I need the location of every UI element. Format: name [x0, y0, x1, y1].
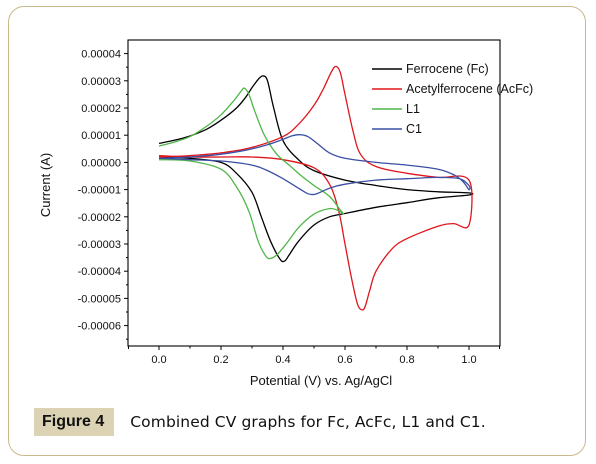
series-layer — [158, 65, 474, 311]
figure-frame — [8, 6, 586, 456]
y-tick-label: -0.00004 — [78, 266, 121, 278]
y-tick-label: -0.00005 — [78, 293, 121, 305]
figure-label: Figure 4 — [34, 408, 115, 436]
y-tick-label: 0.00000 — [81, 157, 121, 169]
x-tick-label: 0.6 — [337, 354, 352, 366]
legend-label-4: C1 — [406, 122, 422, 136]
series-line-1 — [158, 75, 474, 263]
y-tick-label: -0.00002 — [78, 212, 121, 224]
x-tick-label: 0.8 — [399, 354, 414, 366]
legend-label-1: Ferrocene (Fc) — [406, 62, 489, 76]
legend-label-3: L1 — [406, 102, 420, 116]
x-axis-label: Potential (V) vs. Ag/AgCl — [250, 373, 392, 388]
legend: Ferrocene (Fc) Acetylferrocene (AcFc) L1 C1 — [372, 62, 533, 136]
figure-caption-text: Combined CV graphs for Fc, AcFc, L1 and … — [130, 413, 486, 431]
legend-label-2: Acetylferrocene (AcFc) — [406, 82, 533, 96]
y-axis-label: Current (A) — [38, 153, 53, 217]
series-line-2 — [158, 65, 473, 311]
x-tick-label: 1.0 — [461, 354, 476, 366]
y-tick-label: 0.00003 — [81, 76, 121, 88]
axes: 0.00004 0.00003 0.00002 0.00001 0.00000 -0.00… — [78, 49, 500, 366]
x-tick-label: 0.2 — [213, 354, 228, 366]
x-tick-label: 0.4 — [275, 354, 290, 366]
y-tick-label: -0.00006 — [78, 321, 121, 333]
y-tick-label: 0.00002 — [81, 103, 121, 115]
y-tick-label: -0.00003 — [78, 239, 121, 251]
y-tick-label: 0.00001 — [81, 130, 121, 142]
y-tick-label: 0.00004 — [81, 49, 121, 61]
y-tick-label: -0.00001 — [78, 185, 121, 197]
series-line-4 — [158, 134, 471, 196]
figure-caption: Figure 4 Combined CV graphs for Fc, AcFc… — [34, 407, 486, 437]
series-line-3 — [158, 87, 345, 260]
x-tick-label: 0.0 — [151, 354, 166, 366]
